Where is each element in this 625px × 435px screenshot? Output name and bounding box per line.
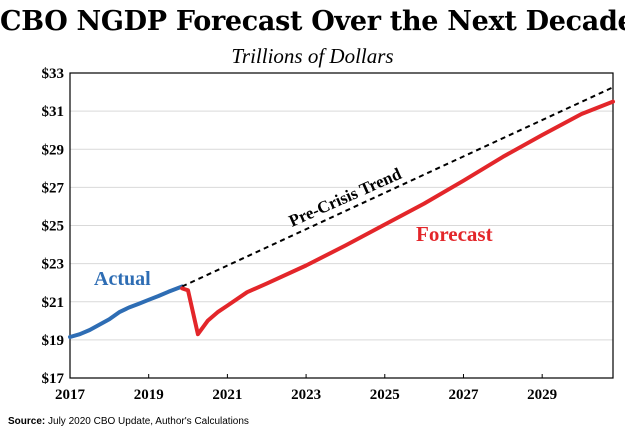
x-tick-label: 2025 xyxy=(370,387,400,403)
y-tick-label: $23 xyxy=(42,257,65,273)
x-tick-label: 2017 xyxy=(55,387,86,403)
y-tick-label: $25 xyxy=(42,219,65,235)
x-tick-label: 2023 xyxy=(291,387,321,403)
series-lines xyxy=(68,86,615,339)
y-tick-label: $29 xyxy=(42,142,65,158)
axis-ticks: $17 $19 $21 $23 $25 $27 $29 $31 $33 2017 2019 2021 2… xyxy=(42,66,558,403)
x-tick-label: 2027 xyxy=(448,387,479,403)
annotation-actual: Actual xyxy=(94,268,151,290)
x-tick-label: 2021 xyxy=(212,387,242,403)
chart-title: CBO NGDP Forecast Over the Next Decade xyxy=(0,6,625,37)
series-pre-crisis-trend xyxy=(181,86,614,288)
series-actual xyxy=(68,284,185,339)
chart-subtitle: Trillions of Dollars xyxy=(231,44,394,68)
source-note: Source: July 2020 CBO Update, Author's C… xyxy=(8,416,249,427)
source-label: Source: xyxy=(8,416,46,427)
series-forecast xyxy=(180,99,615,337)
source-text: July 2020 CBO Update, Author's Calculati… xyxy=(48,416,249,427)
annotation-pre-crisis-trend: Pre-Crisis Trend xyxy=(286,164,405,231)
y-tick-label: $19 xyxy=(42,333,65,349)
x-tick-label: 2029 xyxy=(527,387,557,403)
y-tick-label: $31 xyxy=(42,104,65,120)
plot-frame xyxy=(69,72,614,379)
gridlines xyxy=(70,110,613,341)
y-tick-label: $21 xyxy=(42,295,65,311)
y-tick-label: $33 xyxy=(42,66,65,82)
x-tick-label: 2019 xyxy=(134,387,164,403)
y-tick-label: $17 xyxy=(42,371,65,387)
y-tick-label: $27 xyxy=(42,180,65,196)
annotation-forecast: Forecast xyxy=(416,222,493,246)
